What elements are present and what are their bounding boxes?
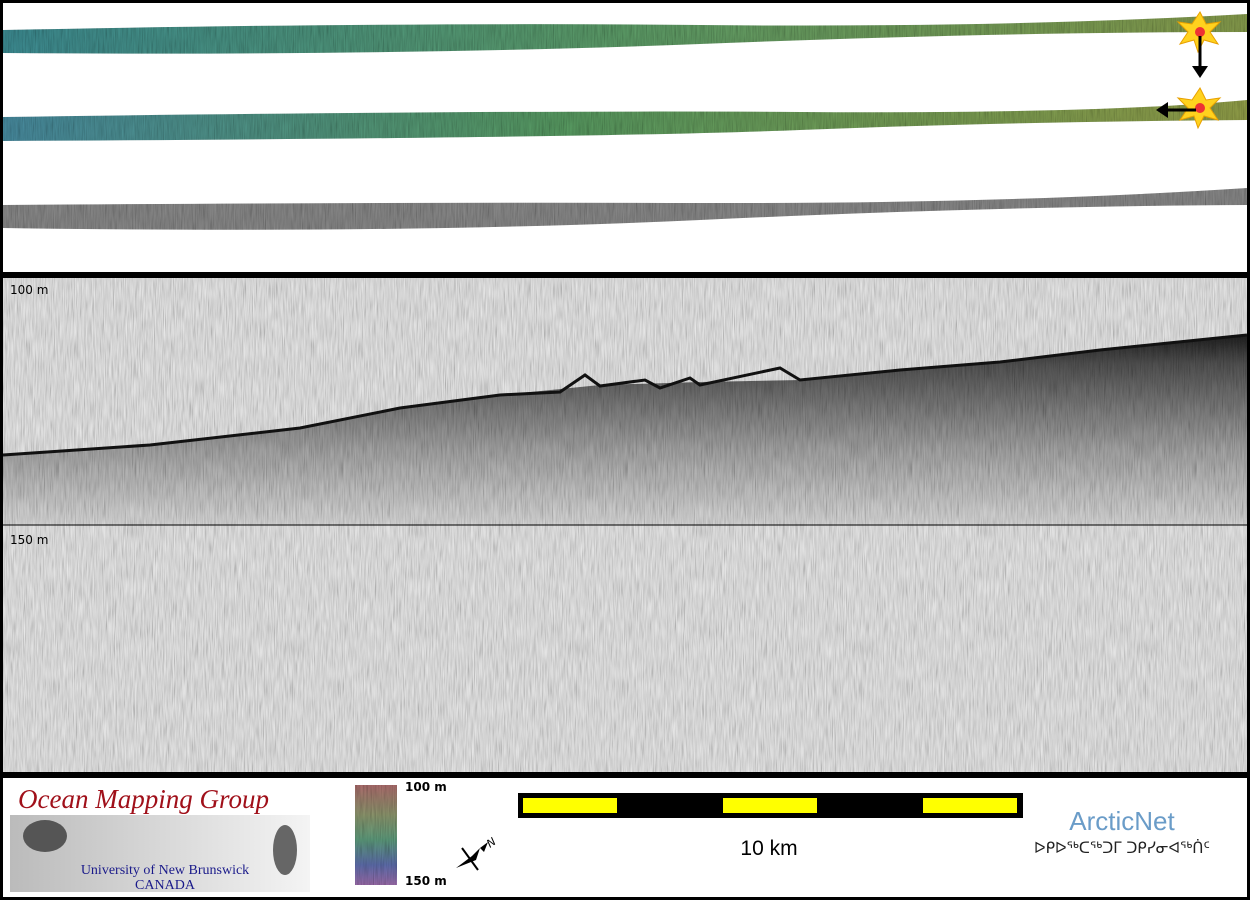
swath (3, 188, 1247, 230)
logo-image (273, 825, 297, 875)
color-bar (355, 785, 397, 885)
logo-country: CANADA (135, 878, 196, 893)
logo-image (23, 820, 67, 852)
swath (3, 14, 1247, 54)
swath (3, 100, 1247, 141)
color-bar-label: 100 m (405, 780, 447, 794)
scale-label: 10 km (740, 837, 797, 860)
depth-label: 150 m (10, 533, 48, 547)
scale-bar (518, 793, 1023, 818)
color-bar-label: 150 m (405, 874, 447, 888)
logo-title: Ocean Mapping Group (18, 784, 269, 814)
partner-name: ArcticNet (1069, 806, 1175, 836)
ship-marker (1156, 87, 1222, 130)
depth-label: 100 m (10, 283, 48, 297)
partner-syllabics: ᐅᑭᐅᖅᑕᖅᑐᒥ ᑐᑭᓯᓂᐊᖅᑏᑦ (1034, 839, 1210, 857)
compass (456, 842, 488, 871)
ship-marker (1176, 11, 1222, 78)
seafloor-echo (3, 335, 1247, 525)
logo-university: University of New Brunswick (81, 863, 249, 878)
seafloor-line (2, 333, 1248, 457)
